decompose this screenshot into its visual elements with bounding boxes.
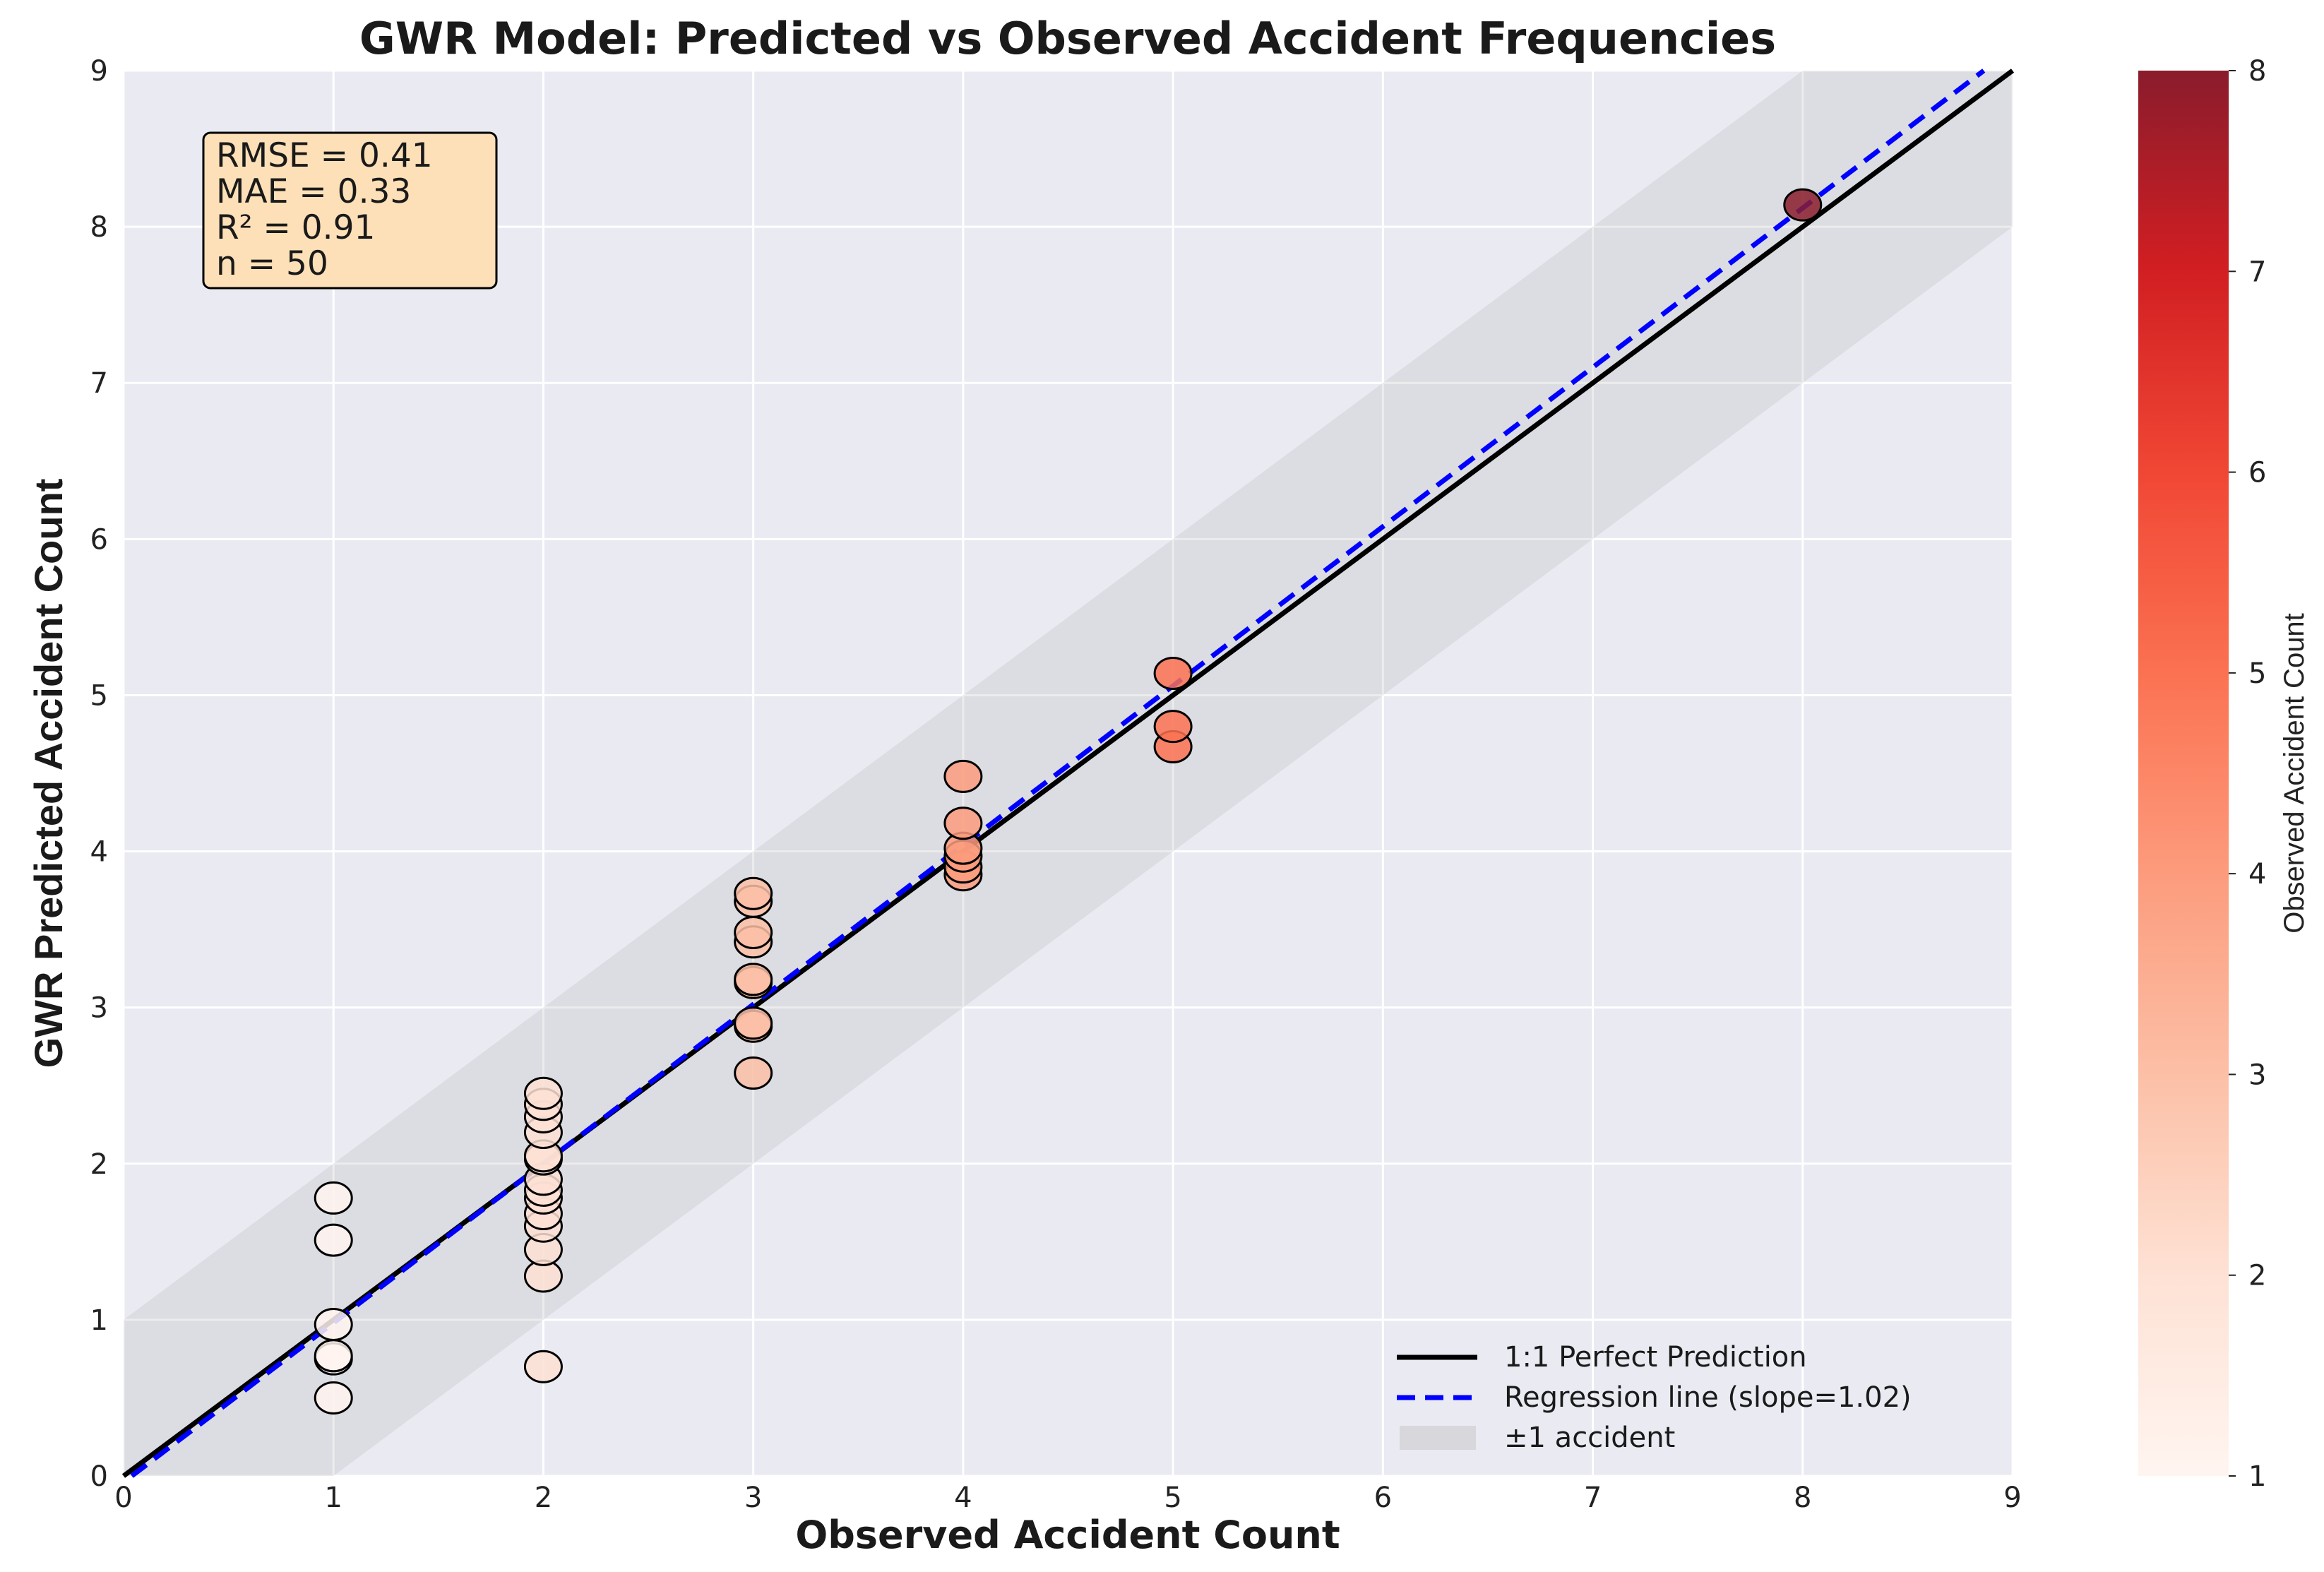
x-tick-labels: 0 1 2 3 4 5 6 7 8 9 xyxy=(114,1482,2021,1514)
y-tick-label: 6 xyxy=(90,523,108,556)
colorbar-ticks: 1 2 3 4 5 6 7 8 xyxy=(2229,55,2266,1493)
y-tick-label: 8 xyxy=(90,211,108,244)
x-tick-label: 2 xyxy=(535,1482,552,1514)
legend-label-identity: 1:1 Perfect Prediction xyxy=(1504,1341,1807,1374)
x-tick-label: 0 xyxy=(114,1482,132,1514)
x-tick-label: 3 xyxy=(744,1482,762,1514)
colorbar-tick-label: 5 xyxy=(2248,657,2266,690)
scatter-point xyxy=(734,1006,773,1040)
colorbar-tick-label: 4 xyxy=(2248,858,2266,891)
scatter-point xyxy=(523,1350,563,1383)
colorbar-tick-label: 3 xyxy=(2248,1059,2266,1091)
y-tick-label: 5 xyxy=(90,679,108,712)
x-tick-label: 1 xyxy=(324,1482,342,1514)
scatter-point xyxy=(314,1223,353,1257)
scatter-point xyxy=(523,1076,563,1110)
stats-mae: MAE = 0.33 xyxy=(216,172,411,211)
scatter-point xyxy=(1153,710,1193,744)
y-axis-label: GWR Predicted Accident Count xyxy=(26,479,71,1068)
legend-label-regression: Regression line (slope=1.02) xyxy=(1504,1381,1912,1414)
x-tick-label: 9 xyxy=(2003,1482,2021,1514)
scatter-point xyxy=(734,916,773,950)
grid-lines xyxy=(122,69,2014,1477)
scatter-points xyxy=(314,188,1823,1415)
scatter-point xyxy=(943,806,983,840)
scatter-point xyxy=(314,1308,353,1342)
y-tick-label: 0 xyxy=(90,1460,108,1493)
x-tick-label: 7 xyxy=(1584,1482,1602,1514)
stats-n: n = 50 xyxy=(216,244,328,283)
legend-label-band: ±1 accident xyxy=(1504,1422,1675,1454)
colorbar-gradient xyxy=(2138,71,2229,1476)
x-tick-label: 4 xyxy=(954,1482,972,1514)
x-axis-label: Observed Accident Count xyxy=(795,1513,1340,1557)
scatter-point xyxy=(314,1381,353,1415)
scatter-point xyxy=(314,1339,353,1373)
y-tick-label: 1 xyxy=(90,1304,108,1337)
stats-r2: R² = 0.91 xyxy=(216,208,375,247)
y-tick-label: 2 xyxy=(90,1148,108,1181)
x-tick-label: 6 xyxy=(1374,1482,1392,1514)
chart-title: GWR Model: Predicted vs Observed Acciden… xyxy=(359,13,1776,64)
y-tick-labels: 0 1 2 3 4 5 6 7 8 9 xyxy=(90,55,108,1493)
colorbar-tick-label: 8 xyxy=(2248,55,2266,88)
scatter-point xyxy=(734,1056,773,1090)
scatter-point xyxy=(734,876,773,910)
x-tick-label: 5 xyxy=(1164,1482,1181,1514)
y-tick-label: 9 xyxy=(90,55,108,88)
scatter-point xyxy=(1783,188,1823,222)
colorbar-tick-label: 7 xyxy=(2248,256,2266,288)
regression-line xyxy=(130,69,1986,1478)
colorbar-label: Observed Accident Count xyxy=(2279,613,2310,934)
colorbar-tick-label: 2 xyxy=(2248,1260,2266,1292)
colorbar-tick-label: 6 xyxy=(2248,457,2266,489)
legend: 1:1 Perfect Prediction Regression line (… xyxy=(1397,1341,1912,1454)
y-tick-label: 3 xyxy=(90,992,108,1025)
stats-box: RMSE = 0.41 MAE = 0.33 R² = 0.91 n = 50 xyxy=(202,131,498,290)
y-tick-label: 4 xyxy=(90,836,108,869)
x-tick-label: 8 xyxy=(1794,1482,1811,1514)
legend-swatch-band xyxy=(1400,1426,1476,1450)
scatter-point xyxy=(314,1181,353,1215)
scatter-point xyxy=(734,963,773,996)
colorbar-tick-label: 1 xyxy=(2248,1460,2266,1493)
scatter-point xyxy=(943,759,983,793)
colorbar: 1 2 3 4 5 6 7 8 Observed Accident Count xyxy=(2138,55,2310,1493)
stats-rmse: RMSE = 0.41 xyxy=(216,136,433,175)
scatter-point xyxy=(1153,656,1193,690)
y-tick-label: 7 xyxy=(90,367,108,400)
identity-line xyxy=(121,69,2015,1478)
